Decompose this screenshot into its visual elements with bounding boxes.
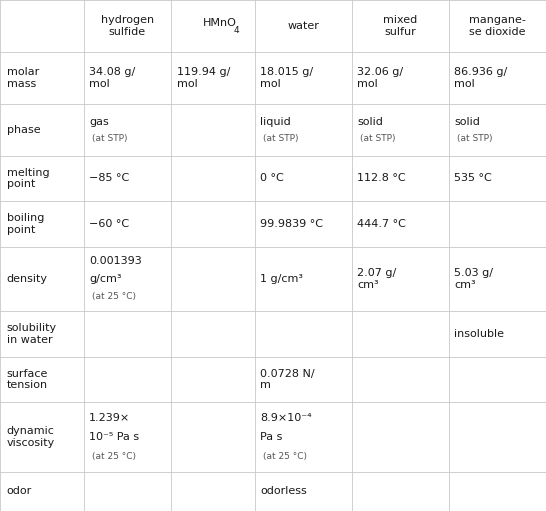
Text: 2.07 g/
cm³: 2.07 g/ cm³ <box>357 268 396 290</box>
Text: 32.06 g/
mol: 32.06 g/ mol <box>357 67 403 88</box>
Text: 1 g/cm³: 1 g/cm³ <box>260 274 303 284</box>
Text: 1.239×: 1.239× <box>89 412 130 423</box>
Text: solid: solid <box>454 117 480 127</box>
Text: 444.7 °C: 444.7 °C <box>357 219 406 229</box>
Text: mangane-
se dioxide: mangane- se dioxide <box>469 15 526 37</box>
Text: 4: 4 <box>234 26 239 35</box>
Text: gas: gas <box>89 117 109 127</box>
Text: 0.0728 N/
m: 0.0728 N/ m <box>260 368 314 390</box>
Text: dynamic
viscosity: dynamic viscosity <box>7 426 55 448</box>
Text: water: water <box>287 21 319 31</box>
Text: 10⁻⁵ Pa s: 10⁻⁵ Pa s <box>89 432 139 442</box>
Text: 0 °C: 0 °C <box>260 173 284 183</box>
Text: (at STP): (at STP) <box>457 134 492 144</box>
Text: molar
mass: molar mass <box>7 67 39 88</box>
Text: 535 °C: 535 °C <box>454 173 492 183</box>
Text: hydrogen
sulfide: hydrogen sulfide <box>101 15 154 37</box>
Text: Pa s: Pa s <box>260 432 282 442</box>
Text: (at STP): (at STP) <box>263 134 298 144</box>
Text: odorless: odorless <box>260 486 307 496</box>
Text: HMnO: HMnO <box>203 18 237 29</box>
Text: (at STP): (at STP) <box>92 134 127 144</box>
Text: 5.03 g/
cm³: 5.03 g/ cm³ <box>454 268 494 290</box>
Text: 34.08 g/
mol: 34.08 g/ mol <box>89 67 135 88</box>
Text: 86.936 g/
mol: 86.936 g/ mol <box>454 67 508 88</box>
Text: 99.9839 °C: 99.9839 °C <box>260 219 323 229</box>
Text: melting
point: melting point <box>7 168 49 189</box>
Text: 18.015 g/
mol: 18.015 g/ mol <box>260 67 313 88</box>
Text: 119.94 g/
mol: 119.94 g/ mol <box>176 67 230 88</box>
Text: 0.001393: 0.001393 <box>89 256 142 266</box>
Text: (at 25 °C): (at 25 °C) <box>92 452 136 461</box>
Text: surface
tension: surface tension <box>7 368 48 390</box>
Text: 8.9×10⁻⁴: 8.9×10⁻⁴ <box>260 412 312 423</box>
Text: (at 25 °C): (at 25 °C) <box>263 452 307 461</box>
Text: (at STP): (at STP) <box>360 134 395 144</box>
Text: density: density <box>7 274 48 284</box>
Text: (at 25 °C): (at 25 °C) <box>92 292 136 301</box>
Text: liquid: liquid <box>260 117 291 127</box>
Text: mixed
sulfur: mixed sulfur <box>383 15 418 37</box>
Text: odor: odor <box>7 486 32 496</box>
Text: 112.8 °C: 112.8 °C <box>357 173 406 183</box>
Text: solid: solid <box>357 117 383 127</box>
Text: −85 °C: −85 °C <box>89 173 129 183</box>
Text: boiling
point: boiling point <box>7 213 44 235</box>
Text: −60 °C: −60 °C <box>89 219 129 229</box>
Text: g/cm³: g/cm³ <box>89 274 122 284</box>
Text: solubility
in water: solubility in water <box>7 323 57 345</box>
Text: phase: phase <box>7 125 40 134</box>
Text: insoluble: insoluble <box>454 329 505 339</box>
